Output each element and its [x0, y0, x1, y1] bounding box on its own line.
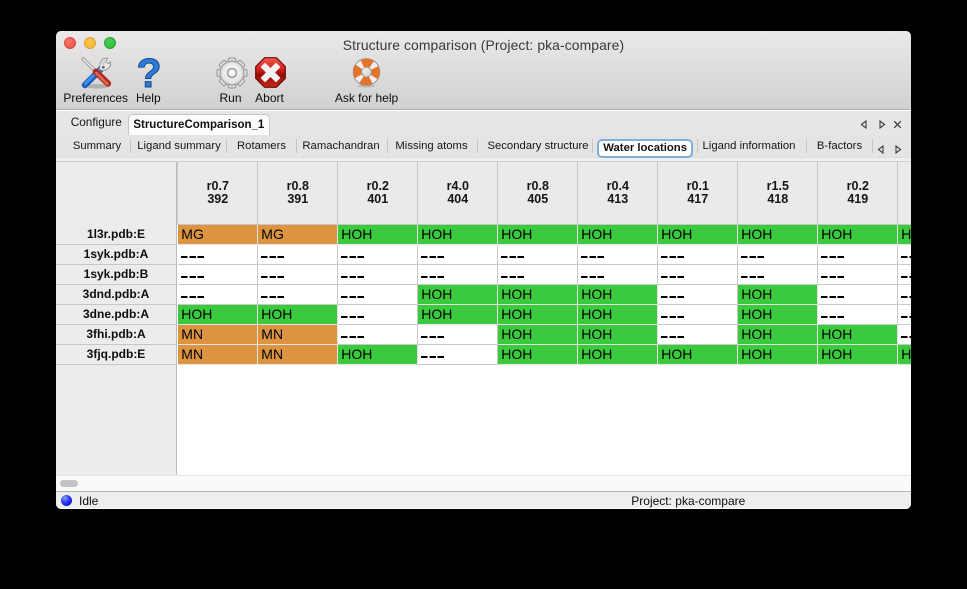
svg-text:?: ?: [136, 54, 161, 92]
